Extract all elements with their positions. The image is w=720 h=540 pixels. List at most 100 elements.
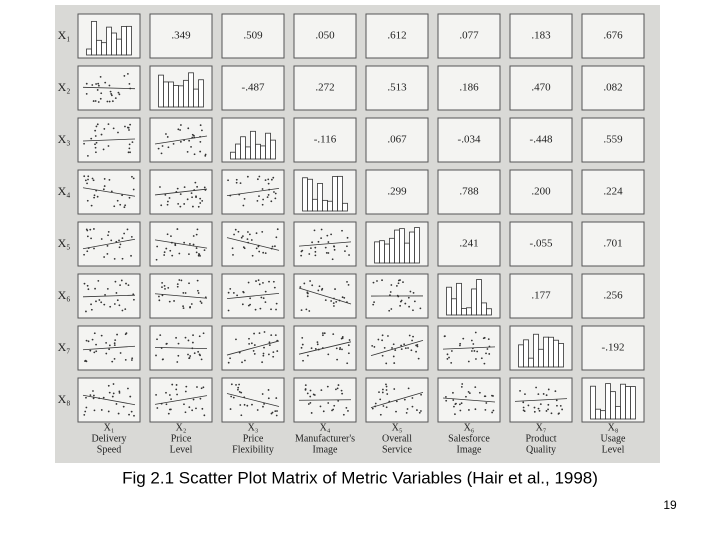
scatter-dot [418,411,421,414]
histogram-bar [106,26,112,56]
scatter-dot [311,241,314,244]
scatter-dot [121,194,123,197]
scatter-dot [272,176,275,179]
scatter-dot [258,332,261,335]
matrix-cell [365,169,429,215]
scatter-dot [85,310,87,313]
correlation: -.192 [602,342,625,354]
scatter-dot [92,100,95,102]
scatter-dot [199,124,202,127]
scatter-dot [381,334,384,337]
scatter-dot [253,332,255,335]
fit-line [370,339,424,357]
histogram-bar [322,199,328,212]
scatter-dot [244,359,246,362]
scatter-dot [115,292,118,294]
scatter-dot [462,337,465,340]
scatter-dot [300,346,303,349]
scatter-dot [233,233,235,236]
scatter-dot [107,384,110,387]
scatter-dot [412,291,415,294]
scatter-dot [399,304,402,307]
scatter-dot [94,287,96,290]
scatter-dot [195,195,197,198]
scatter-dot [539,403,542,406]
scatter-dot [185,385,188,388]
scatter-dot [261,203,264,206]
scatter-dot [392,355,395,358]
fit-line [226,393,280,407]
histogram-bar [620,383,626,420]
scatter-dot [229,287,232,290]
scatter-dot [92,390,94,392]
histogram-bar [446,286,452,316]
scatter-matrix: X₁ .349 .509 .050 .612 .077 .183 .676 X₂ -.487 .27… [58,13,645,455]
scatter-dot [383,346,386,349]
fit-line [514,398,568,402]
histogram-bar [230,151,236,160]
scatter-dot [483,336,486,339]
scatter-dot [264,252,267,255]
scatter-dot [348,254,350,256]
scatter-dot [130,235,133,238]
scatter-dot [550,412,553,415]
fit-line [154,135,208,145]
scatter-dot [123,206,126,209]
scatter-dot [347,344,350,347]
scatter-dot [522,406,525,409]
scatter-dot [182,305,184,308]
scatter-dot [307,403,310,405]
histogram-bar [265,132,271,160]
scatter-dot [108,391,111,394]
scatter-dot [484,395,487,398]
scatter-dot [118,391,121,394]
scatter-dot [324,246,327,249]
scatter-dot [86,250,89,253]
scatter-dot [126,72,129,75]
scatter-dot [407,296,410,299]
scatter-dot [470,350,473,352]
scatter-dot [107,234,109,237]
scatter-dot [475,358,477,360]
histogram-bar [255,143,261,160]
correlation: -.116 [314,134,337,146]
scatter-dot [161,281,164,284]
scatter-dot [258,195,260,198]
scatter-dot [170,235,172,238]
scatter-dot [103,128,106,130]
scatter-dot [180,279,183,282]
scatter-dot [183,186,186,189]
matrix-cell [437,13,501,59]
scatter-dot [192,334,194,337]
scatter-dot [193,352,196,355]
scatter-dot [161,145,164,147]
scatter-dot [420,393,422,396]
scatter-dot [197,350,200,353]
scatter-dot [162,358,164,361]
scatter-dot [83,175,86,178]
matrix-cell [509,273,573,319]
fit-line [226,187,280,197]
scatter-dot [87,288,90,291]
scatter-dot [474,386,477,388]
scatter-dot [257,279,260,282]
scatter-dot [377,338,380,341]
scatter-dot [227,309,230,312]
scatter-dot [227,291,230,294]
scatter-dot [201,199,204,202]
scatter-dot [163,254,166,256]
scatter-dot [163,251,166,254]
scatter-dot [161,286,163,288]
scatter-dot [446,358,449,360]
scatter-dot [417,357,420,360]
column-name: Price [171,433,192,444]
scatter-dot [450,361,453,364]
scatter-dot [238,383,240,386]
scatter-dot [97,280,100,282]
scatter-dot [168,408,171,411]
scatter-dot [395,285,398,287]
matrix-cell [509,13,573,59]
scatter-dot [85,82,88,85]
scatter-dot [176,361,179,363]
histogram-bar [451,298,457,316]
